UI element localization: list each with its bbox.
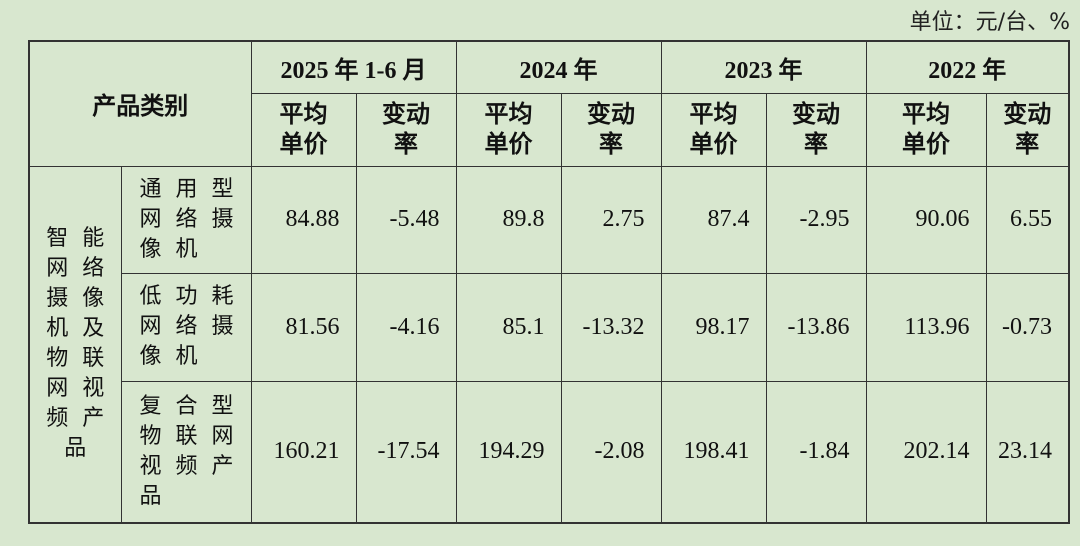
value-cell: 90.06 <box>865 165 987 274</box>
value-cell: 85.1 <box>455 272 562 382</box>
sub-header-text: 变动率 <box>587 101 635 158</box>
value-cell: 81.56 <box>250 272 357 382</box>
value-cell: 113.96 <box>865 272 987 382</box>
sub-header-text: 变动率 <box>1003 101 1052 158</box>
period-header: 2022 年 <box>865 40 1070 94</box>
unit-note: 单位：元/台、% <box>909 10 1070 35</box>
value-cell: 2.75 <box>560 165 662 274</box>
value-cell: 84.88 <box>250 165 357 274</box>
price-table: 产品类别 2025 年 1-6 月 2024 年 2023 年 2022 年平均单价 变动… <box>28 40 1070 524</box>
group-cell: 智能网络摄像机及物联网视频产品 <box>28 165 122 524</box>
value-cell: -4.16 <box>355 272 457 382</box>
sub-header-text: 变动率 <box>792 101 840 158</box>
sub-header: 变动率 <box>560 92 662 167</box>
value-cell: 87.4 <box>660 165 767 274</box>
sub-header-text: 平均单价 <box>279 101 328 158</box>
sub-header: 变动率 <box>985 92 1070 167</box>
value-cell: -2.08 <box>560 380 662 524</box>
sub-header: 平均单价 <box>660 92 767 167</box>
value-cell: 198.41 <box>660 380 767 524</box>
value-cell: 194.29 <box>455 380 562 524</box>
value-cell: 202.14 <box>865 380 987 524</box>
value-cell: -2.95 <box>765 165 867 274</box>
value-cell: -0.73 <box>985 272 1070 382</box>
period-header: 2024 年 <box>455 40 662 94</box>
value-cell: 160.21 <box>250 380 357 524</box>
value-cell: -5.48 <box>355 165 457 274</box>
row-name: 通用型网络摄像机 <box>120 165 252 274</box>
value-cell: 23.14 <box>985 380 1070 524</box>
value-cell: 6.55 <box>985 165 1070 274</box>
value-cell: -17.54 <box>355 380 457 524</box>
sub-header: 平均单价 <box>455 92 562 167</box>
value-cell: -13.86 <box>765 272 867 382</box>
value-cell: 89.8 <box>455 165 562 274</box>
sub-header: 平均单价 <box>865 92 987 167</box>
sub-header-text: 平均单价 <box>689 101 738 158</box>
sub-header-text: 变动率 <box>382 101 430 158</box>
value-cell: -13.32 <box>560 272 662 382</box>
sub-header: 平均单价 <box>250 92 357 167</box>
period-header: 2023 年 <box>660 40 867 94</box>
sub-header-text: 平均单价 <box>484 101 533 158</box>
value-cell: -1.84 <box>765 380 867 524</box>
sub-header-text: 平均单价 <box>902 101 950 158</box>
row-name: 复合型物联网视频产品 <box>120 380 252 524</box>
row-name: 低功耗网络摄像机 <box>120 272 252 382</box>
period-header: 2025 年 1-6 月 <box>250 40 457 94</box>
sub-header: 变动率 <box>765 92 867 167</box>
sub-header: 变动率 <box>355 92 457 167</box>
corner-header: 产品类别 <box>28 40 252 167</box>
value-cell: 98.17 <box>660 272 767 382</box>
